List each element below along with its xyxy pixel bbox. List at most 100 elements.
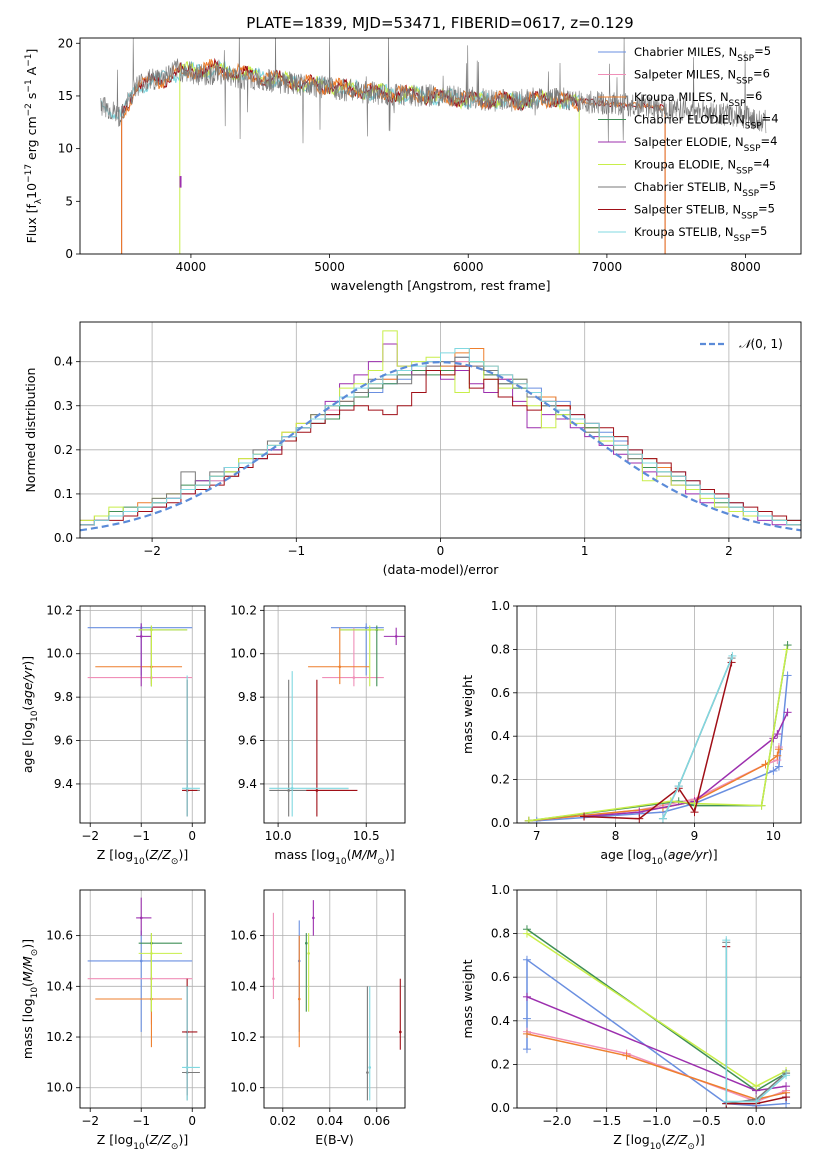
y-axis-label: Flux [fλ10−17 erg cm−2 s−1 A−1] bbox=[24, 49, 44, 244]
legend-sub: SSP bbox=[736, 167, 753, 177]
data-point bbox=[290, 786, 294, 790]
weight-marker-kroupa_miles bbox=[622, 1051, 631, 1060]
y-axis-label: age [log10(age/yr)] bbox=[20, 656, 40, 773]
x-axis-label-part: (data-model)/error bbox=[383, 562, 500, 577]
figure-title: PLATE=1839, MJD=53471, FIBERID=0617, z=0… bbox=[246, 14, 633, 32]
y-tick-label: 9.8 bbox=[54, 690, 73, 704]
x-tick-label: 5000 bbox=[314, 260, 345, 274]
x-axis-label-part: 10 bbox=[133, 1142, 145, 1152]
x-axis-label: wavelength [Angstrom, rest frame] bbox=[330, 278, 550, 293]
errorbar-point-salpeter_elodie bbox=[136, 623, 152, 687]
weight-marker-kroupa_elodie bbox=[757, 801, 766, 810]
legend-tail: =6 bbox=[753, 67, 770, 81]
errorbar-point-kroupa_elodie bbox=[138, 933, 183, 1012]
legend-label: Salpeter STELIB, NSSP=5 bbox=[634, 202, 775, 222]
weight-marker-chabrier_miles bbox=[774, 762, 783, 771]
x-tick-label: 0.0 bbox=[747, 1114, 766, 1128]
data-point bbox=[185, 786, 189, 790]
x-axis-label-part: ( bbox=[661, 1132, 666, 1147]
legend-label: Kroupa STELIB, NSSP=5 bbox=[634, 224, 767, 244]
data-point bbox=[338, 665, 342, 669]
y-tick-label: 0.1 bbox=[54, 487, 73, 501]
legend-text: (0, 1) bbox=[751, 337, 783, 351]
y-tick-label: 10.2 bbox=[46, 603, 73, 617]
errorbar-point-chabrier_stelib bbox=[269, 679, 349, 817]
legend-sub: SSP bbox=[744, 144, 761, 154]
panel-mass_vs_Z: −2 −1 010.010.210.410.6Z [log10(Z/Z⊙)]mass… bbox=[20, 889, 206, 1152]
legend-sub: SSP bbox=[741, 212, 758, 222]
y-tick-label: 0.4 bbox=[491, 729, 510, 743]
weight-marker-chabrier_miles bbox=[783, 671, 792, 680]
y-axis-label-part: A bbox=[24, 66, 39, 79]
y-tick-label: 5 bbox=[65, 194, 73, 208]
legend-sub: SSP bbox=[742, 189, 759, 199]
y-tick-label: 10.4 bbox=[230, 979, 257, 993]
normal-curve bbox=[80, 360, 801, 532]
y-axis-label-part: ( bbox=[20, 706, 35, 711]
errorbar-point-chabrier_stelib bbox=[182, 986, 200, 1101]
x-tick-label: 0 bbox=[188, 1114, 196, 1128]
y-tick-label: 9.6 bbox=[238, 734, 257, 748]
y-tick-label: 10.2 bbox=[230, 1030, 257, 1044]
weight-marker-chabrier_elodie bbox=[783, 641, 792, 650]
x-axis-label-part: )] bbox=[178, 1132, 188, 1147]
weight-marker-salpeter_elodie bbox=[782, 1082, 791, 1091]
legend-sub: SSP bbox=[729, 99, 746, 109]
legend-label: Salpeter MILES, NSSP=6 bbox=[634, 67, 770, 87]
y-axis-label-part: 10 bbox=[30, 987, 40, 999]
weight-marker-chabrier_miles bbox=[522, 955, 531, 964]
x-axis-label: (data-model)/error bbox=[383, 562, 500, 577]
legend-tail: =5 bbox=[754, 44, 771, 58]
legend-sub: SSP bbox=[745, 122, 762, 132]
data-point bbox=[139, 635, 143, 638]
errorbar-point-kroupa_stelib bbox=[269, 671, 349, 817]
x-axis-label-part: )] bbox=[385, 847, 395, 862]
legend-label: Chabrier STELIB, NSSP=5 bbox=[634, 179, 776, 199]
data-point bbox=[305, 941, 308, 945]
y-axis-label: mass weight bbox=[460, 959, 475, 1038]
errorbar-point-chabrier_stelib bbox=[182, 679, 200, 817]
x-tick-label: 0 bbox=[437, 544, 445, 558]
data-point bbox=[364, 626, 368, 629]
y-tick-label: 0 bbox=[65, 247, 73, 261]
y-tick-label: 0.0 bbox=[491, 1101, 510, 1115]
errorbar-point-kroupa_miles bbox=[95, 955, 183, 1048]
plot-area-spectrum bbox=[100, 38, 767, 254]
legend-tail: =4 bbox=[753, 157, 770, 171]
plot-area-weight_vs_age bbox=[524, 641, 792, 823]
weight-marker-kroupa_miles bbox=[522, 1029, 531, 1038]
y-tick-label: 0.3 bbox=[54, 399, 73, 413]
x-axis-label-part: Z/Z bbox=[149, 847, 172, 862]
weight-marker-kroupa_miles bbox=[773, 751, 782, 760]
observed-spectrum bbox=[100, 38, 767, 144]
errorbar-point-salpeter_stelib bbox=[399, 978, 402, 1050]
y-tick-label: 0.8 bbox=[491, 927, 510, 941]
legend-text: Chabrier ELODIE, N bbox=[634, 113, 745, 127]
weight-marker-salpeter_stelib bbox=[635, 814, 644, 823]
data-point bbox=[399, 1030, 402, 1034]
panel-mass_vs_ebv: 0.02 0.04 0.06 10.0 10.2 10.4 10.6 E(B-V) bbox=[230, 889, 406, 1147]
x-axis-label-part: ( bbox=[347, 847, 352, 862]
y-tick-label: 10.6 bbox=[230, 929, 257, 943]
x-axis-label: Z [log10(Z/Z⊙)] bbox=[613, 1132, 704, 1152]
weight-marker-salpeter_stelib bbox=[690, 808, 699, 817]
errorbar-point-salpeter_elodie bbox=[312, 900, 315, 936]
x-tick-label: 8 bbox=[612, 829, 620, 843]
y-tick-label: 15 bbox=[58, 89, 73, 103]
errorbar-point-salpeter_stelib bbox=[182, 679, 198, 817]
axes-frame bbox=[79, 605, 206, 824]
weight-marker-kroupa_elodie bbox=[522, 929, 531, 938]
weight-marker-kroupa_elodie bbox=[524, 816, 533, 823]
weight-marker-kroupa_elodie bbox=[782, 645, 791, 654]
y-axis-label-part: ] bbox=[24, 49, 39, 54]
weight-line-salpeter_stelib bbox=[584, 662, 733, 820]
legend-label: Kroupa MILES, NSSP=6 bbox=[634, 89, 762, 109]
x-tick-label: 10.0 bbox=[265, 829, 292, 843]
y-axis-label-part: mass weight bbox=[460, 675, 475, 754]
panel-age_vs_Z: −2 −1 09.49.69.810.010.2Z [log10(Z/Z⊙)]age… bbox=[20, 603, 206, 867]
x-tick-label: 0.06 bbox=[363, 1114, 390, 1128]
x-axis-label-part: )] bbox=[708, 847, 718, 862]
x-axis-label-part: )] bbox=[178, 847, 188, 862]
y-tick-label: 1.0 bbox=[491, 883, 510, 897]
x-tick-label: 9 bbox=[691, 829, 699, 843]
